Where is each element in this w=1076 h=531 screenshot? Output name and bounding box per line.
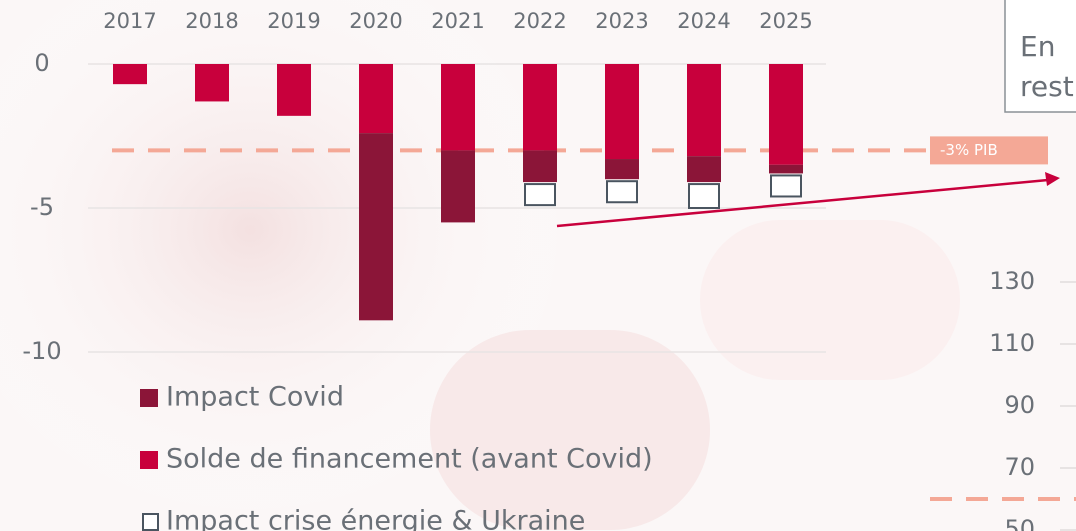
y-tick-label: 70 — [1004, 453, 1035, 481]
legend-swatch — [140, 451, 158, 469]
x-tick-label: 2024 — [677, 9, 730, 33]
legend-swatch — [140, 389, 158, 407]
x-tick-label: 2019 — [267, 9, 320, 33]
bar-segment — [523, 150, 557, 183]
bar-segment — [359, 133, 393, 321]
y-tick-label: 110 — [989, 329, 1035, 357]
bar-segment — [277, 64, 311, 116]
y-tick-label: 130 — [989, 267, 1035, 295]
x-tick-label: 2021 — [431, 9, 484, 33]
bar-segment — [687, 64, 721, 157]
y-tick-label: -5 — [30, 193, 54, 221]
bar-segment — [605, 159, 639, 180]
bar-segment — [769, 64, 803, 165]
bar-segment — [770, 174, 802, 198]
reference-label-box — [930, 136, 1048, 165]
callout-text: rest — [1020, 70, 1074, 103]
x-tick-label: 2018 — [185, 9, 238, 33]
y-tick-label: -10 — [22, 337, 61, 365]
bar-segment — [441, 64, 475, 151]
legend-label: Impact Covid — [166, 382, 344, 413]
legend-swatch — [142, 513, 159, 531]
y-tick-label: 50 — [1004, 515, 1035, 531]
background-shape — [700, 220, 960, 380]
x-tick-label: 2017 — [103, 9, 156, 33]
bar-segment — [769, 164, 803, 174]
x-tick-label: 2025 — [759, 9, 812, 33]
callout-box — [1004, 0, 1076, 113]
arrow-head — [1045, 172, 1060, 186]
x-tick-label: 2023 — [595, 9, 648, 33]
reference-label: -3% PIB — [940, 141, 998, 159]
callout: En rest — [1004, 0, 1076, 113]
bar-segment — [113, 64, 147, 85]
arrow-line — [556, 178, 1049, 228]
bar-segment — [523, 64, 557, 151]
x-tick-label: 2022 — [513, 9, 566, 33]
bar-segment — [687, 156, 721, 183]
legend-label: Impact crise énergie & Ukraine — [166, 506, 585, 531]
bar-segment — [605, 64, 639, 160]
bar-segment — [524, 183, 556, 207]
bar-segment — [606, 180, 638, 204]
bar-segment — [441, 150, 475, 223]
bar-segment — [195, 64, 229, 102]
bar-segment — [688, 183, 720, 210]
callout-text: En — [1020, 30, 1055, 63]
background-shape — [430, 330, 710, 530]
y-tick-label: 90 — [1004, 391, 1035, 419]
bar-segment — [359, 64, 393, 134]
legend-label: Solde de financement (avant Covid) — [166, 444, 653, 475]
x-tick-label: 2020 — [349, 9, 402, 33]
y-tick-label: 0 — [34, 49, 49, 77]
